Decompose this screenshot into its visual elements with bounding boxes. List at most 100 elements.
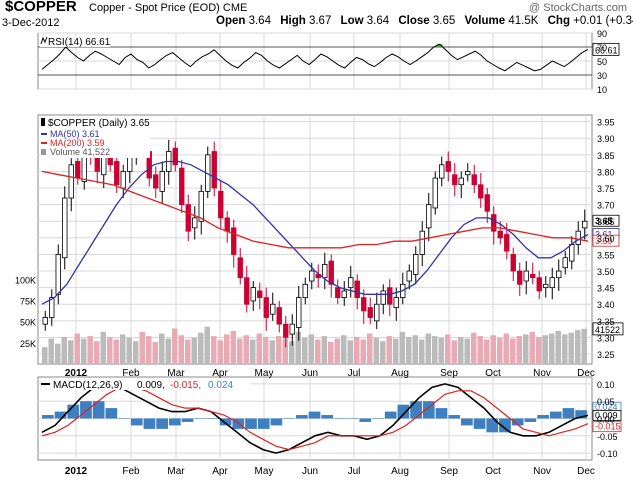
candle-body <box>471 174 477 186</box>
x-tick-label: Sep <box>440 466 458 477</box>
volume-bar <box>308 334 314 364</box>
candle-body <box>549 277 555 289</box>
volume-bar <box>360 339 366 364</box>
x-tick-label: Mar <box>167 466 185 477</box>
volume-bar <box>341 335 347 364</box>
rsi-y-tick: 30 <box>597 71 607 81</box>
volume-bar <box>282 338 288 364</box>
macd-last-value-box <box>592 421 622 433</box>
volume-bar <box>581 328 587 364</box>
high-value: 3.67 <box>308 15 332 27</box>
volume-bar <box>263 336 269 364</box>
volume-bar <box>302 337 308 364</box>
candle-body <box>439 164 445 179</box>
macd-legend-macd: 0.009, <box>137 380 165 391</box>
candle-body <box>257 290 263 298</box>
volume-bar <box>510 338 516 364</box>
candle-body <box>523 270 529 282</box>
volume-bar <box>256 333 262 364</box>
x-tick-label: May <box>255 466 274 477</box>
close-value: 3.65 <box>432 15 456 27</box>
macd-histogram-bar <box>397 404 410 419</box>
candle-body <box>218 190 224 219</box>
candle-body <box>484 194 490 212</box>
volume-bar <box>380 341 386 364</box>
volume-last-value: 41522 <box>595 325 620 335</box>
volume-bar <box>555 331 561 364</box>
volume-bar <box>425 333 431 364</box>
macd-histogram-bar <box>118 418 130 419</box>
candle-body <box>348 277 354 289</box>
candle-body <box>504 234 510 252</box>
candle-body <box>380 290 386 305</box>
candle-body <box>309 270 315 282</box>
rsi-plot: 66.61 <box>41 42 620 72</box>
candle-body <box>543 283 549 289</box>
candle-body <box>244 277 250 305</box>
candle-body <box>562 257 568 269</box>
volume-bar <box>120 334 126 364</box>
x-tick-label: Dec <box>577 368 595 379</box>
candle-body <box>569 244 575 262</box>
volume-bar <box>412 335 418 364</box>
volume-bar <box>198 332 204 364</box>
candle-body <box>491 214 497 232</box>
volume-bar <box>295 331 301 364</box>
macd-histogram-bar <box>156 418 168 429</box>
macd-histogram-bar <box>575 410 587 419</box>
volume-bar <box>464 338 470 364</box>
candle-body <box>198 190 204 222</box>
rsi-y-tick: 50 <box>597 57 607 67</box>
candle-body <box>42 317 48 325</box>
candle-body <box>322 263 328 279</box>
macd-histogram-bar <box>346 418 359 419</box>
candle-body <box>263 297 269 318</box>
volume-bar <box>536 336 542 364</box>
volume-label: Volume <box>464 15 506 27</box>
x-tick-label: Sep <box>440 368 458 379</box>
price-legend-icon <box>41 118 45 126</box>
volume-bar <box>399 331 405 364</box>
volume-bar <box>406 336 412 364</box>
x-tick-label: Dec <box>577 466 595 477</box>
x-tick-label: May <box>255 368 274 379</box>
x-tick-label: Jun <box>302 368 318 379</box>
macd-legend-box <box>40 378 250 390</box>
volume-bar <box>575 330 581 364</box>
macd-histogram-bar <box>130 418 143 426</box>
candle-body <box>517 270 523 285</box>
candle-body <box>211 151 217 189</box>
candle-body <box>419 230 425 255</box>
volume-bar <box>87 336 93 364</box>
macd-histogram-bar <box>219 418 232 426</box>
macd-histogram-bar <box>334 418 346 419</box>
volume-bar <box>523 334 529 364</box>
candle-body <box>192 217 198 229</box>
volume-legend: Volume 41,522 <box>50 147 110 157</box>
low-label: Low <box>340 15 364 27</box>
macd-histogram-bar <box>283 418 295 419</box>
exchange-text: CME <box>222 2 248 14</box>
low-value: 3.64 <box>366 15 390 27</box>
chg-label: Chg <box>547 15 570 27</box>
x-tick-label: Nov <box>533 466 551 477</box>
volume-legend-icon <box>41 149 46 155</box>
volume-bar <box>315 339 321 364</box>
volume-value: 41.5K <box>508 15 539 27</box>
volume-bar <box>165 338 171 364</box>
macd-last-value-box <box>592 409 622 421</box>
high-label: High <box>280 15 306 27</box>
candle-body <box>445 161 451 172</box>
price-y-tick: 3.90 <box>597 134 615 144</box>
volume-bar <box>42 347 48 364</box>
price-last-value: 3.65 <box>595 216 613 226</box>
x-tick-label: Oct <box>485 466 501 477</box>
volume-bar <box>61 336 67 364</box>
candle-body <box>302 283 308 299</box>
candle-body <box>49 297 55 318</box>
rsi-legend-icon <box>40 36 48 45</box>
watermark: @ StockCharts.com <box>529 2 627 14</box>
macd-y-tick: 0.00 <box>597 415 615 425</box>
candle-body <box>335 287 341 299</box>
